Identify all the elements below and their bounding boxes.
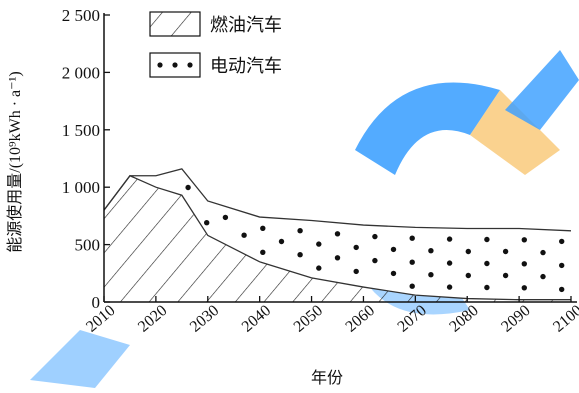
legend: 燃油汽车 电动汽车 xyxy=(149,11,282,78)
x-tick-label: 2070 xyxy=(394,302,429,336)
electric-dot xyxy=(484,284,490,291)
electric-dot xyxy=(372,257,378,264)
electric-dot xyxy=(334,231,341,237)
electric-dot xyxy=(559,238,565,245)
electric-dot xyxy=(372,233,378,240)
x-tick-label: 2020 xyxy=(135,302,170,336)
electric-dot xyxy=(559,286,565,293)
x-tick-label: 2100 xyxy=(550,302,579,336)
y-tick-label: 1 000 xyxy=(62,178,100,197)
electric-dot xyxy=(428,248,434,254)
electric-dot xyxy=(297,228,303,234)
axes xyxy=(103,13,577,303)
electric-dot xyxy=(540,249,546,256)
x-tick-label: 2080 xyxy=(446,302,481,336)
electric-dot xyxy=(297,252,303,258)
y-tick-label: 2 000 xyxy=(62,63,100,82)
electric-dot xyxy=(260,225,266,231)
electric-dot xyxy=(465,272,471,279)
electric-dot xyxy=(185,184,191,191)
x-axis-title: 年份 xyxy=(311,369,343,387)
electric-dot xyxy=(484,260,490,267)
legend-label-electric: 电动汽车 xyxy=(210,56,282,76)
electric-dot xyxy=(465,248,471,255)
electric-dot xyxy=(521,285,527,291)
electric-dot xyxy=(446,236,453,242)
electric-dot xyxy=(409,259,415,265)
electric-dot xyxy=(222,214,229,221)
legend-dot xyxy=(172,62,178,68)
electric-dot xyxy=(540,273,546,280)
electric-dot xyxy=(409,235,415,241)
y-tick-label: 2 500 xyxy=(62,6,100,25)
electric-dot xyxy=(502,272,509,279)
x-tick-label: 2030 xyxy=(187,302,222,336)
electric-dot xyxy=(409,283,415,289)
fuel-series-line xyxy=(103,174,571,301)
legend-swatch-hatch xyxy=(149,11,201,37)
electric-dot xyxy=(446,260,453,266)
electric-dot xyxy=(521,261,527,267)
electric-dot xyxy=(204,220,210,226)
y-axis-title: 能源使用量/(10⁹kWh · a⁻¹) xyxy=(6,71,24,252)
electric-dot xyxy=(316,265,322,271)
x-tick-label: 2010 xyxy=(83,302,118,336)
electric-dot xyxy=(260,249,266,255)
legend-dot xyxy=(157,62,163,68)
electric-dot xyxy=(241,232,247,238)
electric-dot xyxy=(521,237,527,243)
electric-dot xyxy=(278,238,285,245)
electric-dot xyxy=(316,241,322,247)
total-series-line xyxy=(103,168,572,232)
fuel-area xyxy=(104,175,571,302)
plot-areas xyxy=(103,168,572,302)
electric-dot xyxy=(390,270,397,277)
electric-dot xyxy=(353,244,359,251)
x-tick-label: 2050 xyxy=(291,302,326,336)
legend-label-fuel: 燃油汽车 xyxy=(210,15,282,35)
y-tick-label: 1 500 xyxy=(62,121,100,140)
y-tick-label: 500 xyxy=(75,236,101,255)
x-tick-label: 2060 xyxy=(343,302,378,336)
electric-dot xyxy=(353,268,359,275)
electric-dot xyxy=(502,248,509,255)
electric-dot xyxy=(390,246,397,253)
x-tick-label: 2090 xyxy=(498,302,533,336)
y-tick-label: 0 xyxy=(92,293,101,312)
electric-dot xyxy=(484,236,490,243)
legend-dot xyxy=(187,62,193,68)
electric-dot xyxy=(334,255,341,261)
electric-dot xyxy=(428,272,434,278)
electric-dot xyxy=(446,284,453,290)
electric-dot xyxy=(559,262,565,269)
x-tick-label: 2040 xyxy=(239,302,274,336)
